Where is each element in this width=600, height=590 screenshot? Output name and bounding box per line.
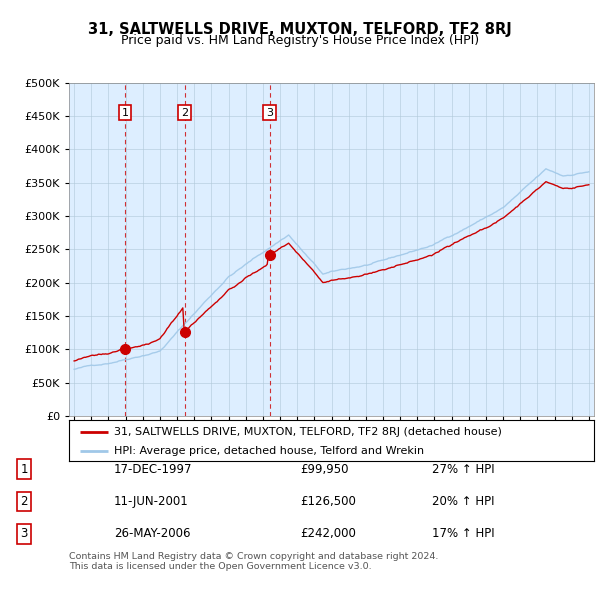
Text: 11-JUN-2001: 11-JUN-2001 (114, 495, 189, 508)
Text: 27% ↑ HPI: 27% ↑ HPI (432, 463, 494, 476)
Text: This data is licensed under the Open Government Licence v3.0.: This data is licensed under the Open Gov… (69, 562, 371, 571)
Text: £99,950: £99,950 (300, 463, 349, 476)
Text: 2: 2 (181, 107, 188, 117)
Text: 26-MAY-2006: 26-MAY-2006 (114, 527, 191, 540)
Text: 31, SALTWELLS DRIVE, MUXTON, TELFORD, TF2 8RJ (detached house): 31, SALTWELLS DRIVE, MUXTON, TELFORD, TF… (113, 427, 502, 437)
Text: 1: 1 (20, 463, 28, 476)
Text: 3: 3 (20, 527, 28, 540)
Text: 17% ↑ HPI: 17% ↑ HPI (432, 527, 494, 540)
Text: £242,000: £242,000 (300, 527, 356, 540)
Text: 31, SALTWELLS DRIVE, MUXTON, TELFORD, TF2 8RJ: 31, SALTWELLS DRIVE, MUXTON, TELFORD, TF… (88, 22, 512, 37)
Text: 2: 2 (20, 495, 28, 508)
Text: Price paid vs. HM Land Registry's House Price Index (HPI): Price paid vs. HM Land Registry's House … (121, 34, 479, 47)
Text: 1: 1 (121, 107, 128, 117)
Text: 3: 3 (266, 107, 273, 117)
Text: 20% ↑ HPI: 20% ↑ HPI (432, 495, 494, 508)
Text: £126,500: £126,500 (300, 495, 356, 508)
Text: Contains HM Land Registry data © Crown copyright and database right 2024.: Contains HM Land Registry data © Crown c… (69, 552, 439, 561)
Text: HPI: Average price, detached house, Telford and Wrekin: HPI: Average price, detached house, Telf… (113, 445, 424, 455)
Text: 17-DEC-1997: 17-DEC-1997 (114, 463, 193, 476)
